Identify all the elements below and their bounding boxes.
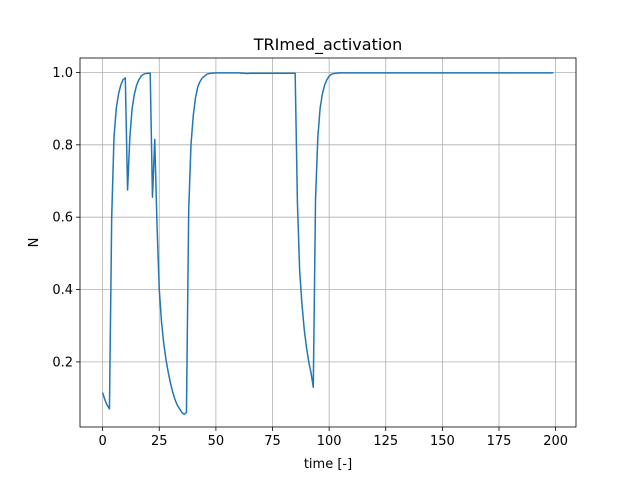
y-tick-label: 0.4 <box>52 283 73 298</box>
y-tick-label: 1.0 <box>52 66 73 81</box>
y-axis-label: N <box>27 238 42 248</box>
x-tick-label: 200 <box>543 434 568 449</box>
y-tick-label: 0.2 <box>52 355 73 370</box>
y-axis-ticks: 0.2 0.4 0.6 0.8 1.0 <box>52 66 80 370</box>
x-tick-label: 150 <box>430 434 455 449</box>
x-tick-label: 100 <box>317 434 342 449</box>
x-tick-label: 0 <box>99 434 107 449</box>
x-tick-label: 50 <box>208 434 225 449</box>
x-tick-label: 175 <box>487 434 512 449</box>
x-tick-label: 75 <box>264 434 281 449</box>
x-tick-label: 125 <box>373 434 398 449</box>
series-layer <box>101 72 554 416</box>
x-tick-label: 25 <box>151 434 168 449</box>
x-axis-ticks: 0 25 50 75 100 125 150 175 200 <box>99 427 568 449</box>
y-tick-label: 0.6 <box>52 211 73 226</box>
x-axis-label: time [-] <box>304 457 352 472</box>
axes-frame <box>79 57 577 428</box>
chart-title: TRImed_activation <box>253 35 402 55</box>
series-line <box>101 72 554 416</box>
y-tick-label: 0.8 <box>52 138 73 153</box>
